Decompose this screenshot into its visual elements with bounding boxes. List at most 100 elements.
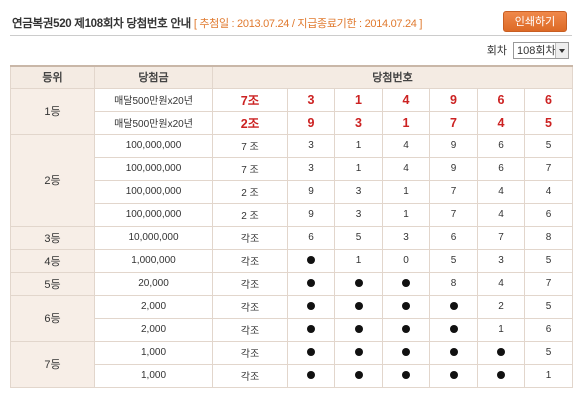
number-cell: 9	[429, 156, 478, 181]
number-cell: 7	[523, 271, 574, 296]
rank-cell: 7등	[10, 340, 95, 388]
filled-circle-icon	[402, 302, 410, 311]
header-numbers: 당첨번호	[211, 65, 574, 89]
number-cell: 4	[477, 202, 525, 227]
number-cell: 6	[523, 202, 574, 227]
number-cell-masked	[429, 317, 478, 342]
group-cell: 7 조	[212, 133, 288, 158]
number-cell: 8	[523, 225, 574, 250]
number-cell: 1	[334, 87, 383, 112]
number-cell: 3	[287, 156, 335, 181]
number-cell: 1	[382, 110, 430, 135]
header-rank: 등위	[10, 65, 95, 89]
prize-cell: 100,000,000	[94, 179, 213, 204]
number-cell: 5	[523, 133, 574, 158]
number-cell: 6	[523, 317, 574, 342]
number-cell: 9	[287, 202, 335, 227]
table-row: 7등 1,000 각조 5	[10, 340, 574, 388]
filled-circle-icon	[307, 256, 315, 265]
number-cell-masked	[287, 317, 335, 342]
filled-circle-icon	[307, 279, 315, 288]
number-cell: 1	[523, 363, 574, 388]
table-row: 매달500만원x20년 2조 9 3 1 7 4 5	[11, 110, 574, 135]
filled-circle-icon	[497, 348, 505, 357]
number-cell-masked	[287, 340, 335, 365]
number-cell: 7	[429, 179, 478, 204]
chevron-down-icon[interactable]	[555, 42, 568, 58]
number-cell-masked	[477, 363, 525, 388]
rank-cell: 2등	[10, 133, 95, 227]
number-cell: 4	[382, 156, 430, 181]
number-cell: 4	[382, 87, 430, 112]
number-cell-masked	[287, 363, 335, 388]
rank-cell: 1등	[10, 87, 95, 135]
round-selector-row: 회차 108회차	[487, 41, 569, 59]
number-cell: 1	[334, 156, 383, 181]
filled-circle-icon	[354, 325, 363, 334]
rank-cell: 3등	[10, 225, 95, 250]
number-cell: 6	[477, 87, 525, 112]
prize-cell: 100,000,000	[94, 202, 213, 227]
number-cell: 1	[382, 179, 430, 204]
filled-circle-icon	[354, 302, 363, 311]
prize-cell: 2,000	[94, 317, 213, 342]
group-cell: 각조	[212, 271, 288, 296]
filled-circle-icon	[449, 302, 458, 311]
page-header: 연금복권520 제108회차 당첨번호 안내 [ 추첨일 : 2013.07.2…	[10, 10, 572, 36]
number-cell-masked	[382, 294, 430, 319]
group-cell: 각조	[212, 294, 288, 319]
number-cell: 9	[287, 110, 335, 135]
draw-dates: [ 추첨일 : 2013.07.24 / 지급종료기한 : 2014.07.24…	[193, 18, 423, 30]
page-title: 연금복권520 제108회차 당첨번호 안내 [ 추첨일 : 2013.07.2…	[12, 15, 422, 31]
number-cell: 1	[334, 248, 383, 273]
number-cell-masked	[429, 294, 478, 319]
table-header-row: 등위 당첨금 당첨번호	[10, 65, 574, 89]
number-cell: 7	[477, 225, 525, 250]
group-cell: 각조	[212, 340, 288, 365]
filled-circle-icon	[449, 348, 458, 357]
filled-circle-icon	[402, 371, 410, 380]
number-cell: 7	[523, 156, 574, 181]
filled-circle-icon	[402, 325, 410, 334]
number-cell-masked	[334, 363, 383, 388]
group-cell: 2 조	[212, 202, 288, 227]
group-cell: 2 조	[212, 179, 288, 204]
number-cell: 3	[287, 133, 335, 158]
round-label: 회차	[486, 45, 507, 57]
prize-cell: 1,000	[94, 340, 213, 365]
number-cell: 6	[477, 133, 525, 158]
number-cell: 5	[334, 225, 383, 250]
round-select[interactable]: 108회차	[513, 41, 569, 59]
group-cell: 각조	[212, 248, 288, 273]
number-cell-masked	[429, 340, 478, 365]
number-cell: 3	[477, 248, 525, 273]
prize-cell: 1,000	[94, 363, 213, 388]
prize-cell: 100,000,000	[94, 133, 213, 158]
number-cell: 9	[429, 133, 478, 158]
table-row: 4등 1,000,000 각조 1 0 5 3 5	[10, 248, 574, 273]
prize-cell: 매달500만원x20년	[94, 110, 213, 135]
number-cell: 5	[523, 294, 574, 319]
number-cell: 7	[429, 202, 478, 227]
print-button[interactable]: 인쇄하기	[503, 11, 567, 32]
group-cell: 각조	[212, 225, 288, 250]
number-cell: 6	[429, 225, 478, 250]
winning-numbers-table: 등위 당첨금 당첨번호 1등 매달500만원x20년 7조 3 1 4 9 6 6 매달500만원…	[10, 65, 574, 388]
prize-cell: 20,000	[94, 271, 213, 296]
table-row: 1등 매달500만원x20년 7조 3 1 4 9 6 6	[10, 87, 574, 135]
number-cell-masked	[287, 248, 335, 273]
number-cell: 5	[523, 340, 574, 365]
filled-circle-icon	[497, 371, 505, 380]
number-cell: 6	[287, 225, 335, 250]
rank-cell: 5등	[10, 271, 95, 296]
number-cell-masked	[334, 294, 383, 319]
prize-cell: 10,000,000	[94, 225, 213, 250]
number-cell: 3	[287, 87, 335, 112]
filled-circle-icon	[402, 348, 410, 357]
number-cell: 2	[477, 294, 525, 319]
number-cell: 0	[382, 248, 430, 273]
number-cell: 3	[334, 110, 383, 135]
number-cell: 9	[287, 179, 335, 204]
filled-circle-icon	[402, 279, 410, 288]
